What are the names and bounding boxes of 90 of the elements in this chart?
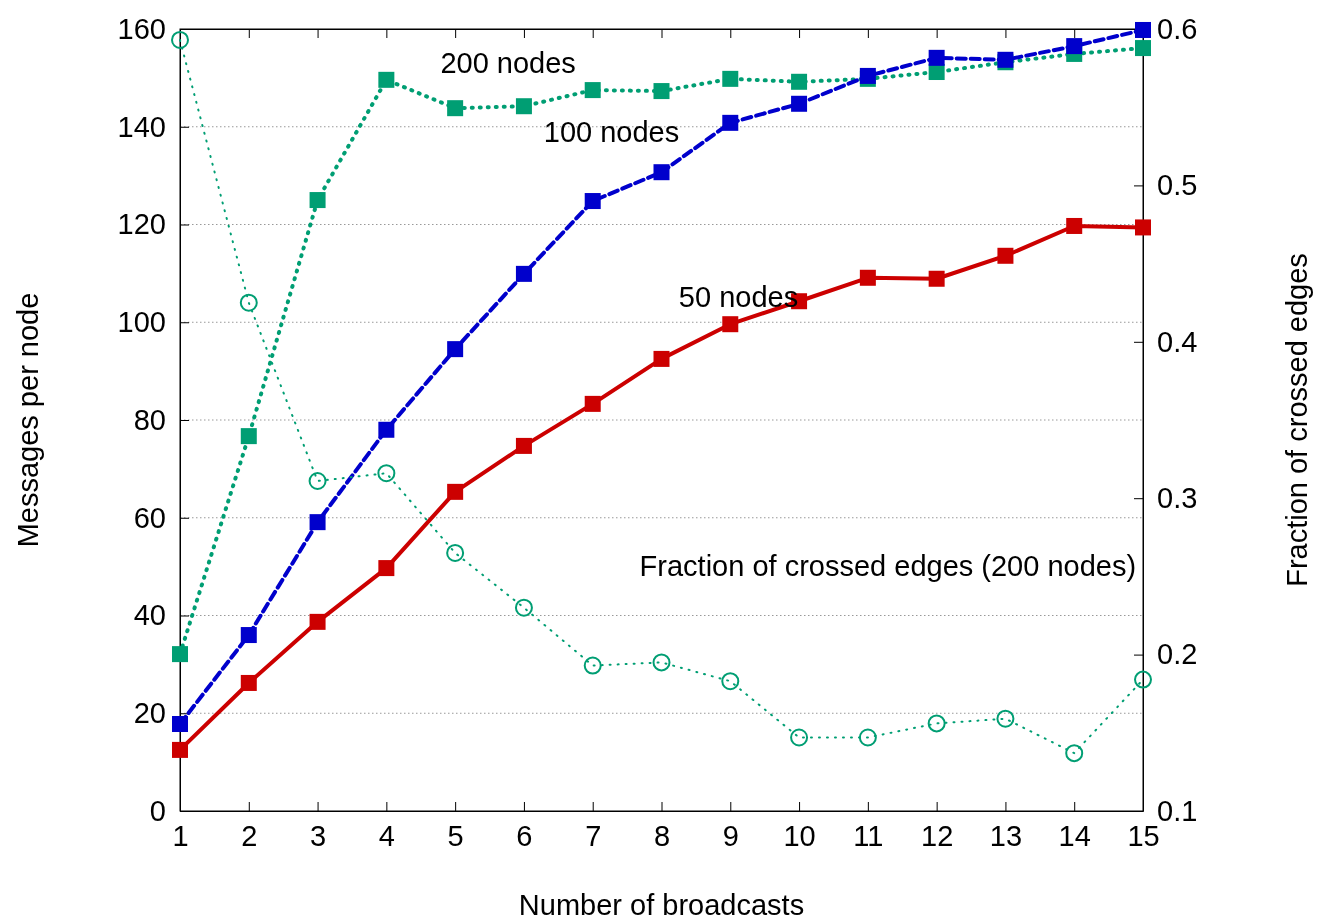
point (652, 653, 671, 672)
point (378, 421, 395, 438)
point (515, 437, 532, 454)
y-tick-label: 80 (133, 403, 166, 436)
text: Fraction of crossed edges (200 nodes) (639, 550, 1137, 583)
x-tick-label: 5 (447, 819, 464, 852)
y-tick-label: 40 (133, 599, 166, 632)
point (239, 293, 258, 312)
point (653, 83, 670, 100)
point (928, 270, 945, 287)
point (996, 709, 1015, 728)
point (240, 428, 257, 445)
point (721, 672, 740, 691)
x-tick-label: 3 (310, 819, 327, 852)
point (447, 341, 464, 358)
point (653, 350, 670, 367)
point (1135, 219, 1151, 236)
point (240, 674, 257, 691)
x-tick-label: 12 (921, 819, 954, 852)
point (309, 192, 326, 209)
point (583, 656, 602, 675)
point (1065, 744, 1084, 763)
series-label: 50 nodes (678, 280, 799, 313)
series-label: 200 nodes (440, 47, 576, 80)
point (584, 82, 601, 99)
x-tick-label: 11 (853, 819, 884, 852)
point (722, 114, 739, 131)
point (722, 316, 739, 333)
point (446, 543, 465, 562)
x-tick-label: 9 (722, 819, 739, 852)
point (172, 646, 188, 663)
x-tick-label: 6 (516, 819, 533, 852)
x-tick-label: 4 (378, 819, 395, 852)
x-axis-title: Number of broadcasts (518, 889, 805, 921)
point (515, 98, 532, 115)
y-tick-label: 140 (117, 110, 166, 143)
x-tick-label: 8 (653, 819, 671, 852)
point (1135, 21, 1151, 38)
point (858, 728, 877, 747)
point (309, 514, 326, 531)
x-tick-label: 1 (172, 819, 189, 852)
x-tick-label: 14 (1058, 819, 1091, 852)
y2-tick-label: 0.2 (1157, 638, 1198, 671)
series-label: 100 nodes (543, 116, 680, 149)
point (584, 193, 601, 210)
point (791, 73, 808, 90)
point (1066, 38, 1083, 55)
y-tick-label: 160 (117, 12, 166, 45)
point (447, 483, 464, 500)
point (378, 560, 395, 577)
y-tick-label: 60 (133, 501, 166, 534)
point (790, 728, 809, 747)
y2-tick-label: 0.5 (1157, 169, 1198, 202)
y-tick-label: 100 (117, 306, 166, 339)
point (514, 598, 533, 617)
point (584, 395, 601, 412)
y2-tick-label: 0.1 (1157, 794, 1198, 827)
x-tick-label: 13 (989, 819, 1023, 852)
point (1066, 217, 1083, 234)
y2-axis-title: Fraction of crossed edges (1281, 253, 1313, 587)
x-tick-label: 7 (585, 819, 602, 852)
x-tick-label: 15 (1127, 819, 1160, 852)
point (447, 100, 464, 117)
y2-tick-label: 0.6 (1157, 12, 1198, 45)
point (309, 613, 326, 630)
point (722, 70, 739, 87)
point (1134, 670, 1152, 689)
y-axis-title: Messages per node (12, 292, 44, 548)
point (859, 269, 876, 286)
point (791, 95, 808, 112)
point (1135, 40, 1151, 57)
y2-tick-label: 0.4 (1157, 325, 1198, 358)
point (308, 472, 327, 490)
point (172, 716, 188, 732)
point (515, 265, 532, 282)
point (928, 49, 945, 66)
point (927, 714, 946, 733)
point (997, 247, 1014, 264)
point (377, 464, 396, 483)
y-tick-label: 0 (149, 794, 166, 827)
point (378, 71, 395, 88)
point (240, 627, 257, 644)
x-tick-label: 2 (241, 819, 258, 852)
point (171, 30, 189, 49)
x-tick-label: 10 (783, 819, 816, 852)
y-tick-label: 20 (133, 697, 166, 730)
y2-tick-label: 0.3 (1157, 481, 1198, 514)
y-tick-label: 120 (117, 208, 166, 241)
point (653, 164, 670, 181)
point (172, 741, 188, 758)
